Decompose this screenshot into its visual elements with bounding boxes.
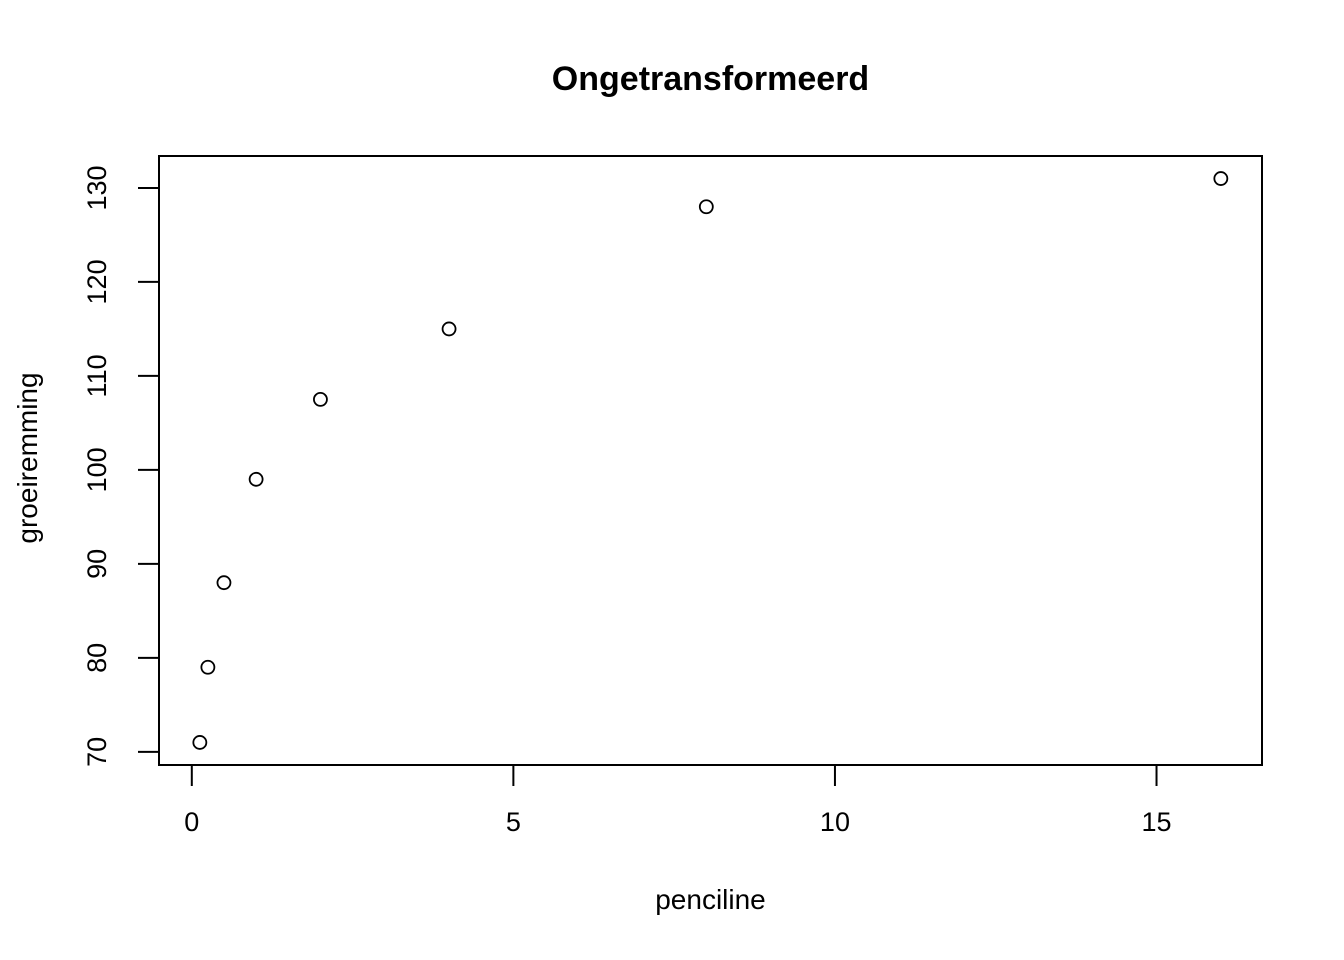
chart-title: Ongetransformeerd xyxy=(551,60,870,98)
data-point xyxy=(248,471,264,487)
data-point xyxy=(192,735,208,750)
y-tick-label: 100 xyxy=(82,447,112,492)
y-tick-label: 130 xyxy=(82,165,112,210)
data-point xyxy=(313,392,328,407)
y-axis-label: groeiremming xyxy=(12,372,43,544)
x-tick-label: 10 xyxy=(820,807,850,837)
x-tick-label: 0 xyxy=(184,807,199,837)
x-tick-label: 5 xyxy=(506,807,521,837)
y-tick-label: 80 xyxy=(82,643,112,673)
x-tick-label: 15 xyxy=(1142,807,1172,837)
data-point xyxy=(441,321,457,337)
plot-border xyxy=(158,155,1263,766)
x-axis-label: penciline xyxy=(655,884,766,915)
data-point xyxy=(200,659,216,675)
y-tick-label: 70 xyxy=(82,737,112,767)
data-point xyxy=(698,199,714,215)
data-point xyxy=(216,575,232,591)
y-tick-label: 120 xyxy=(82,259,112,304)
data-point xyxy=(1213,171,1229,186)
y-tick-label: 90 xyxy=(82,549,112,579)
y-tick-label: 110 xyxy=(82,354,112,397)
